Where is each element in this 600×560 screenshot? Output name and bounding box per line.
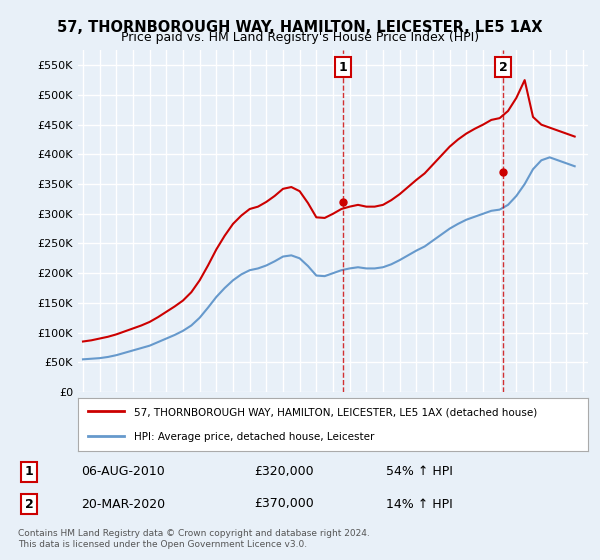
Text: 06-AUG-2010: 06-AUG-2010: [81, 465, 165, 478]
Text: 1: 1: [25, 465, 34, 478]
Text: £370,000: £370,000: [254, 497, 314, 511]
Text: £320,000: £320,000: [254, 465, 314, 478]
Text: 14% ↑ HPI: 14% ↑ HPI: [386, 497, 453, 511]
Text: 57, THORNBOROUGH WAY, HAMILTON, LEICESTER, LE5 1AX: 57, THORNBOROUGH WAY, HAMILTON, LEICESTE…: [57, 20, 543, 35]
Text: 57, THORNBOROUGH WAY, HAMILTON, LEICESTER, LE5 1AX (detached house): 57, THORNBOROUGH WAY, HAMILTON, LEICESTE…: [134, 408, 538, 418]
Text: 1: 1: [338, 60, 347, 74]
Text: Price paid vs. HM Land Registry's House Price Index (HPI): Price paid vs. HM Land Registry's House …: [121, 31, 479, 44]
Text: 54% ↑ HPI: 54% ↑ HPI: [386, 465, 453, 478]
Text: 2: 2: [25, 497, 34, 511]
Text: 20-MAR-2020: 20-MAR-2020: [81, 497, 165, 511]
Text: Contains HM Land Registry data © Crown copyright and database right 2024.
This d: Contains HM Land Registry data © Crown c…: [18, 529, 370, 549]
Text: 2: 2: [499, 60, 508, 74]
Text: HPI: Average price, detached house, Leicester: HPI: Average price, detached house, Leic…: [134, 432, 374, 442]
